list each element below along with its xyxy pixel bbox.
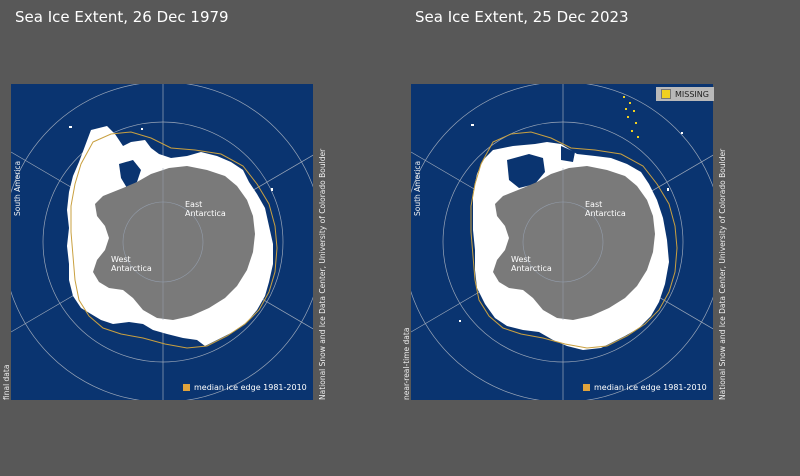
label-west-antarctica-2023: West Antarctica bbox=[511, 255, 552, 273]
legend-label: median ice edge 1981-2010 bbox=[594, 383, 707, 392]
label-antarctica-line: Antarctica bbox=[511, 264, 552, 273]
panel-title-2023: Sea Ice Extent, 25 Dec 2023 bbox=[415, 8, 629, 26]
missing-data-badge: MISSING bbox=[656, 87, 714, 101]
label-antarctica-line: Antarctica bbox=[111, 264, 152, 273]
label-antarctica-line: Antarctica bbox=[185, 209, 226, 218]
label-east-line: East bbox=[585, 200, 603, 209]
legend-label: median ice edge 1981-2010 bbox=[194, 383, 307, 392]
missing-data-specks bbox=[623, 96, 639, 138]
open-water-bay bbox=[119, 160, 141, 188]
antarctica-landmass bbox=[493, 166, 655, 320]
ice-specks bbox=[459, 124, 683, 322]
open-water-bay bbox=[507, 154, 545, 188]
label-east-line: East bbox=[185, 200, 203, 209]
sea-ice-map-1979 bbox=[11, 84, 313, 400]
legend-median-2023: median ice edge 1981-2010 bbox=[583, 383, 707, 392]
missing-label: MISSING bbox=[675, 89, 709, 99]
missing-swatch-icon bbox=[661, 89, 671, 99]
antarctica-landmass bbox=[93, 166, 255, 320]
credit-label-1979: National Snow and Ice Data Center, Unive… bbox=[318, 148, 327, 400]
map-svg-1979 bbox=[11, 84, 313, 400]
label-west-line: West bbox=[511, 255, 531, 264]
legend-median-1979: median ice edge 1981-2010 bbox=[183, 383, 307, 392]
land-grid bbox=[522, 168, 604, 320]
label-south-america-1979: South America bbox=[13, 160, 22, 216]
ice-specks bbox=[69, 126, 273, 191]
sea-ice-map-2023 bbox=[411, 84, 713, 400]
label-west-line: West bbox=[111, 255, 131, 264]
open-water-bay bbox=[561, 146, 575, 162]
data-type-label-2023: near-real-time data bbox=[402, 327, 411, 400]
median-ice-edge bbox=[470, 131, 678, 349]
land-grid bbox=[122, 168, 204, 320]
label-antarctica-line: Antarctica bbox=[585, 209, 626, 218]
label-west-antarctica-1979: West Antarctica bbox=[111, 255, 152, 273]
median-ice-edge bbox=[70, 131, 278, 349]
label-east-antarctica-2023: East Antarctica bbox=[585, 200, 626, 218]
credit-label-2023: National Snow and Ice Data Center, Unive… bbox=[718, 148, 727, 400]
label-east-antarctica-1979: East Antarctica bbox=[185, 200, 226, 218]
map-svg-2023 bbox=[411, 84, 713, 400]
panel-title-1979: Sea Ice Extent, 26 Dec 1979 bbox=[15, 8, 229, 26]
legend-swatch-icon bbox=[583, 384, 590, 391]
label-south-america-2023: South America bbox=[413, 160, 422, 216]
legend-swatch-icon bbox=[183, 384, 190, 391]
data-type-label-1979: final data bbox=[2, 364, 11, 400]
